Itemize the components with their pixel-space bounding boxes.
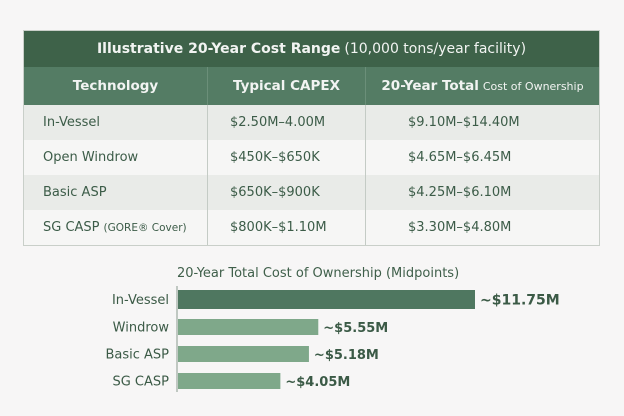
cell-capex: $450K–$650K [208,140,366,175]
technology-name: SG CASP [43,220,100,235]
chart-title: 20-Year Total Cost of Ownership (Midpoin… [177,266,460,281]
header-total-sub: Cost of Ownership [482,79,584,93]
cost-range-table: Illustrative 20-Year Cost Range (10,000 … [23,30,600,246]
table-body: In-Vessel $2.50M–4.00M $9.10M–$14.40M Op… [24,105,599,245]
category-label: In-Vessel [112,293,169,308]
technology-name: Open Windrow [43,150,139,165]
table-row: Open Windrow $450K–$650K $4.65M–$6.45M [24,140,599,175]
table-header-row: Technology Typical CAPEX 20-Year Total Co… [24,67,599,105]
table-row: In-Vessel $2.50M–4.00M $9.10M–$14.40M [24,105,599,140]
header-technology: Technology [24,67,208,105]
header-total: 20-Year Total Cost of Ownership [366,67,599,105]
value-label: ~$11.75M [480,293,560,309]
cell-total: $3.30M–$4.80M [408,220,512,235]
bar-chart: In-Vessel ~$11.75M Windrow ~$5.55M Basic ASP… [105,286,560,392]
cell-capex: $650K–$900K [208,175,366,210]
technology-name: In-Vessel [43,115,101,130]
cell-technology: Basic ASP [24,175,208,210]
table-row: Basic ASP $650K–$900K $4.25M–$6.10M [24,175,599,210]
cell-capex: $800K–$1.10M [208,210,366,245]
value-label: ~$4.05M [285,375,350,390]
cell-technology: Open Windrow [24,140,208,175]
header-capex-label: Typical CAPEX [232,78,341,94]
category-label: Basic ASP [105,348,169,363]
category-label: SG CASP [112,375,169,390]
bar-sg-casp [178,373,281,389]
technology-note: (GORE® Cover) [103,221,187,234]
cell-total: $4.65M–$6.45M [408,150,512,165]
table-row: SG CASP (GORE® Cover) $800K–$1.10M $3.30M… [24,210,599,245]
category-label: Windrow [113,321,170,336]
cell-capex: $2.50M–4.00M [208,105,366,140]
header-capex: Typical CAPEX [208,67,366,105]
value-label: ~$5.18M [314,348,379,363]
bar-windrow [178,319,319,335]
table-title-bold: Illustrative 20-Year Cost Range [96,41,341,57]
bar-basic-asp [178,346,309,362]
table-title: Illustrative 20-Year Cost Range (10,000 … [24,31,599,67]
cell-total: $9.10M–$14.40M [408,115,520,130]
technology-name: Basic ASP [43,185,107,200]
bar-in-vessel [178,290,475,309]
value-label: ~$5.55M [323,321,388,336]
cell-technology: SG CASP (GORE® Cover) [24,210,208,245]
header-total-bold: 20-Year Total [381,78,479,94]
header-technology-label: Technology [72,78,159,94]
table-title-sub: (10,000 tons/year facility) [344,41,527,57]
cell-technology: In-Vessel [24,105,208,140]
cell-total: $4.25M–$6.10M [408,185,512,200]
